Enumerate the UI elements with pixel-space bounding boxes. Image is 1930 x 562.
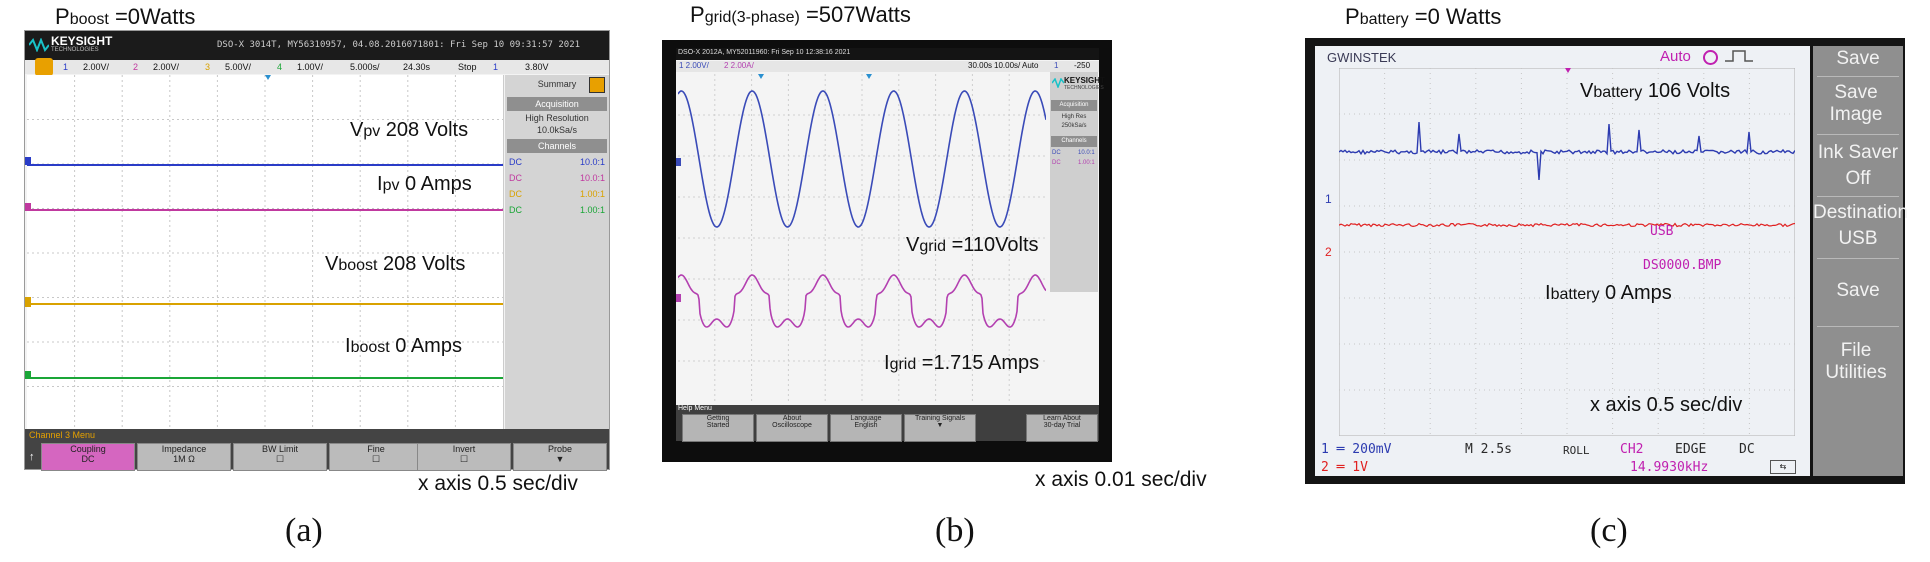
destination-value: USB xyxy=(1838,228,1878,249)
scope-b-sidepanel: KEYSIGHT TECHNOLOGIES Acquisition High R… xyxy=(1050,72,1105,292)
scope-a-sidepanel: Summary Acquisition High Resolution 10.0… xyxy=(505,75,609,431)
trigger-marker-icon xyxy=(758,74,764,79)
help-menu: Help Menu Getting Started About Oscillosco… xyxy=(676,405,1099,442)
softkey-learn-about[interactable]: Learn About 30-day Trial xyxy=(1026,414,1098,442)
softkey-save[interactable]: Save xyxy=(1836,280,1880,301)
xaxis-label-b: x axis 0.01 sec/div xyxy=(1035,468,1207,491)
menu-title: Help Menu xyxy=(678,405,712,412)
scope-info: DSO-X 2012A, MY52011960: Fri Sep 10 12:3… xyxy=(678,49,851,56)
scope-panel-a: KEYSIGHT TECHNOLOGIES DSO-X 3014T, MY563… xyxy=(24,30,610,471)
figure-label-c: (c) xyxy=(1590,512,1628,549)
ch1-ground-marker-icon xyxy=(25,157,31,165)
softkey-fine[interactable]: Fine ☐ xyxy=(329,443,423,471)
keysight-logo-icon xyxy=(29,38,49,52)
label-vpv: Vpv 208 Volts xyxy=(350,119,469,141)
channel-bar: 1 2.00V/ 2 2.00V/ 3 5.00V/ 4 1.00V/ 5.00… xyxy=(25,58,609,76)
usb-indicator: USB xyxy=(1650,224,1674,239)
trace-ibattery xyxy=(1339,222,1795,228)
channel-menu: Channel 3 Menu ↑ Coupling DC Impedance 1M … xyxy=(25,429,609,471)
caption-b: Pgrid(3-phase) =507Watts xyxy=(690,2,911,27)
trace-igrid xyxy=(678,274,1046,328)
xaxis-label-a: x axis 0.5 sec/div xyxy=(418,472,578,495)
label-vbattery: Vbattery 106 Volts xyxy=(1580,80,1731,102)
softkey-file-utilities[interactable]: File Utilities xyxy=(1825,340,1887,383)
ch2-ground-marker-icon xyxy=(25,203,31,211)
status-edge: EDGE xyxy=(1675,442,1707,457)
channel-menu-icon[interactable] xyxy=(35,58,53,76)
status-ch1: 1 ═ 200mV xyxy=(1321,442,1392,457)
trace-vgrid xyxy=(678,90,1046,228)
brand-sub-label: TECHNOLOGIES xyxy=(51,47,99,53)
trigger-marker-icon xyxy=(866,74,872,79)
softkey-bw-limit[interactable]: BW Limit ☐ xyxy=(233,443,327,471)
ch1-ground-marker-icon xyxy=(676,158,681,166)
acquisition-header: Acquisition xyxy=(507,97,607,111)
caption-a: Pboost =0Watts xyxy=(55,4,196,29)
scope-panel-c: GWINSTEK Auto 1 2 Vb xyxy=(1305,38,1909,484)
label-vgrid: Vgrid =110Volts xyxy=(906,234,1039,256)
status-coupling: DC xyxy=(1739,442,1755,457)
brand-label: GWINSTEK xyxy=(1327,50,1397,65)
label-ipv: Ipv 0 Amps xyxy=(377,173,472,195)
menu-title: Channel 3 Menu xyxy=(29,430,96,440)
waveform-grid-c xyxy=(1339,68,1795,436)
status-source: CH2 xyxy=(1620,442,1644,457)
ch4-ground-marker-icon xyxy=(25,371,31,379)
softkey-language[interactable]: Language English xyxy=(830,414,902,442)
ch2-ground-marker-icon xyxy=(676,294,681,302)
status-roll: ROLL xyxy=(1563,444,1590,457)
label-iboost: Iboost 0 Amps xyxy=(345,335,462,357)
softkey-about[interactable]: About Oscilloscope xyxy=(756,414,828,442)
edge-trigger-icon xyxy=(1725,50,1753,62)
figure-label-b: (b) xyxy=(935,512,975,549)
softkey-training-signals[interactable]: Training Signals ▼ xyxy=(904,414,976,442)
brand-label: KEYSIGHT xyxy=(51,34,113,48)
channels-header: Channels xyxy=(507,139,607,153)
trigger-mode: Auto xyxy=(1660,48,1691,65)
softkey-save-image[interactable]: Save Image xyxy=(1829,82,1883,125)
softkey-ink-saver[interactable]: Ink Saver xyxy=(1817,142,1899,163)
softkey-probe[interactable]: Probe ▼ xyxy=(513,443,607,471)
up-arrow-icon[interactable]: ↑ xyxy=(29,451,35,463)
scope-c-screen: GWINSTEK Auto 1 2 Vb xyxy=(1315,46,1810,476)
softkey-invert[interactable]: Invert ☐ xyxy=(417,443,511,471)
summary-icon[interactable] xyxy=(589,77,605,93)
scope-b-header: DSO-X 2012A, MY52011960: Fri Sep 10 12:3… xyxy=(676,48,1099,60)
softkey-destination[interactable]: Destination xyxy=(1813,202,1909,223)
ch1-marker: 1 xyxy=(1325,192,1332,206)
usb-icon: ⇆ xyxy=(1770,460,1796,474)
status-frequency: 14.9930kHz xyxy=(1630,460,1709,475)
status-timebase: M 2.5s xyxy=(1465,442,1512,457)
ink-saver-value: Off xyxy=(1845,168,1871,189)
status-ch2: 2 ═ 1V xyxy=(1321,460,1368,475)
label-vboost: Vboost 208 Volts xyxy=(325,253,466,275)
channel-bar: 1 2.00V/ 2 2.00A/ 30.00s 10.00s/ Auto 1 … xyxy=(676,61,1099,72)
waveform-grid-b xyxy=(678,74,1046,404)
caption-c: Pbattery =0 Watts xyxy=(1345,4,1502,29)
trigger-marker-icon xyxy=(1565,68,1571,73)
summary-label[interactable]: Summary xyxy=(537,79,577,89)
softkey-getting-started[interactable]: Getting Started xyxy=(682,414,754,442)
label-xaxis-inside: x axis 0.5 sec/div xyxy=(1590,394,1743,416)
menu-save-header: Save xyxy=(1836,48,1880,69)
waveform-grid-a xyxy=(27,75,504,431)
label-ibattery: Ibattery 0 Amps xyxy=(1545,282,1672,304)
file-name: DS0000.BMP xyxy=(1643,258,1722,273)
softkey-coupling[interactable]: Coupling DC xyxy=(41,443,135,471)
ch3-ground-marker-icon xyxy=(25,297,31,307)
trace-vbattery xyxy=(1339,121,1795,181)
scope-b-screen: DSO-X 2012A, MY52011960: Fri Sep 10 12:3… xyxy=(676,48,1105,442)
trigger-status-icon xyxy=(1703,50,1718,65)
keysight-logo-icon xyxy=(1052,78,1064,88)
figure-label-a: (a) xyxy=(285,512,323,549)
ch2-marker: 2 xyxy=(1325,245,1332,259)
scope-info: DSO-X 3014T, MY56310957, 04.08.201607180… xyxy=(217,40,581,50)
trigger-marker-icon xyxy=(265,75,271,80)
scope-a-header: KEYSIGHT TECHNOLOGIES DSO-X 3014T, MY563… xyxy=(25,31,609,60)
scope-c-softkeys: Save Save Image Ink Saver Off Destination… xyxy=(1813,46,1909,476)
label-igrid: Igrid =1.715 Amps xyxy=(884,352,1040,374)
softkey-impedance[interactable]: Impedance 1M Ω xyxy=(137,443,231,471)
scope-panel-b: DSO-X 2012A, MY52011960: Fri Sep 10 12:3… xyxy=(662,40,1112,462)
